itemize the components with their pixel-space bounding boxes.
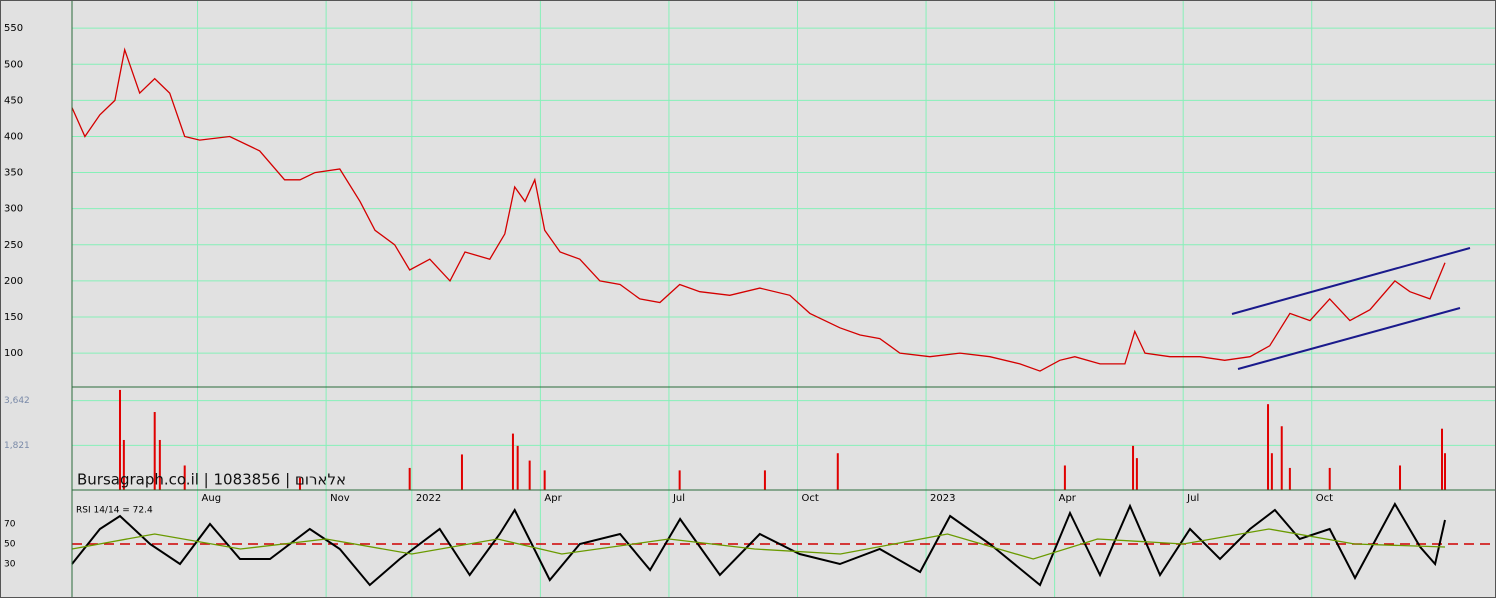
volume-bar (183, 465, 186, 490)
volume-bar (1399, 465, 1402, 490)
x-tick-label: Aug (202, 493, 222, 504)
y-tick-label: 450 (4, 95, 23, 106)
y-tick-label: 100 (4, 348, 23, 359)
grid (72, 0, 1496, 598)
y-tick-label: 250 (4, 240, 23, 251)
y-tick-label: 3,642 (4, 396, 30, 406)
x-tick-label: Oct (801, 493, 818, 504)
volume-bar (511, 433, 514, 490)
volume-bar (153, 412, 156, 490)
y-tick-label: 300 (4, 204, 23, 215)
x-tick-label: 2022 (416, 493, 441, 504)
volume-bar (1063, 465, 1066, 490)
volume-bar (1280, 426, 1283, 490)
series-line (71, 501, 1446, 587)
x-tick-label: Nov (330, 493, 350, 504)
x-tick-label: Apr (544, 493, 562, 504)
volume-bar (118, 389, 121, 490)
x-tick-label: Jul (672, 493, 685, 504)
y-tick-label: 200 (4, 276, 23, 287)
volume-bar (158, 439, 161, 490)
volume-bar (1328, 467, 1331, 490)
y-tick-label: 150 (4, 312, 23, 323)
volume-bar (678, 470, 681, 490)
volume-bar (1135, 458, 1138, 490)
x-tick-label: 2023 (930, 493, 955, 504)
volume-bar (122, 439, 125, 490)
volume-bar (1288, 467, 1291, 490)
series-line (71, 528, 1446, 560)
y-tick-label: 350 (4, 168, 23, 179)
panel-title: RSI 14/14 = 72.4 (76, 506, 153, 516)
y-tick-label: 550 (4, 23, 23, 34)
watermark: Bursagraph.co.il | 1083856 | אלארום (77, 471, 346, 489)
y-tick-label: 400 (4, 131, 23, 142)
volume-bar (1270, 453, 1273, 490)
channel-upper (1231, 247, 1471, 315)
volume-bar (543, 470, 546, 490)
marks (71, 47, 1496, 587)
volume-bar (836, 453, 839, 490)
x-tick-label: Jul (1186, 493, 1199, 504)
x-tick-label: Apr (1059, 493, 1077, 504)
volume-bar (1441, 428, 1444, 490)
volume-bar (460, 454, 463, 490)
channel-lower (1237, 307, 1461, 370)
volume-bar (298, 477, 301, 490)
volume-bar (763, 470, 766, 490)
y-tick-label: 500 (4, 59, 23, 70)
volume-bar (528, 460, 531, 490)
y-tick-label: 1,821 (4, 441, 30, 451)
x-tick-label: Oct (1316, 493, 1333, 504)
volume-bar (516, 445, 519, 490)
volume-bar (1267, 404, 1270, 490)
volume-bar (1444, 453, 1447, 490)
y-tick-label: 70 (4, 520, 16, 530)
volume-bar (408, 467, 411, 490)
y-tick-label: 30 (4, 560, 16, 570)
layers: 100 150 200 250 300 350 400 450 500 550 1,821 3,642… (4, 0, 1496, 598)
y-tick-label: 50 (4, 540, 16, 550)
series-line (71, 47, 1446, 372)
volume-bar (1132, 445, 1135, 490)
